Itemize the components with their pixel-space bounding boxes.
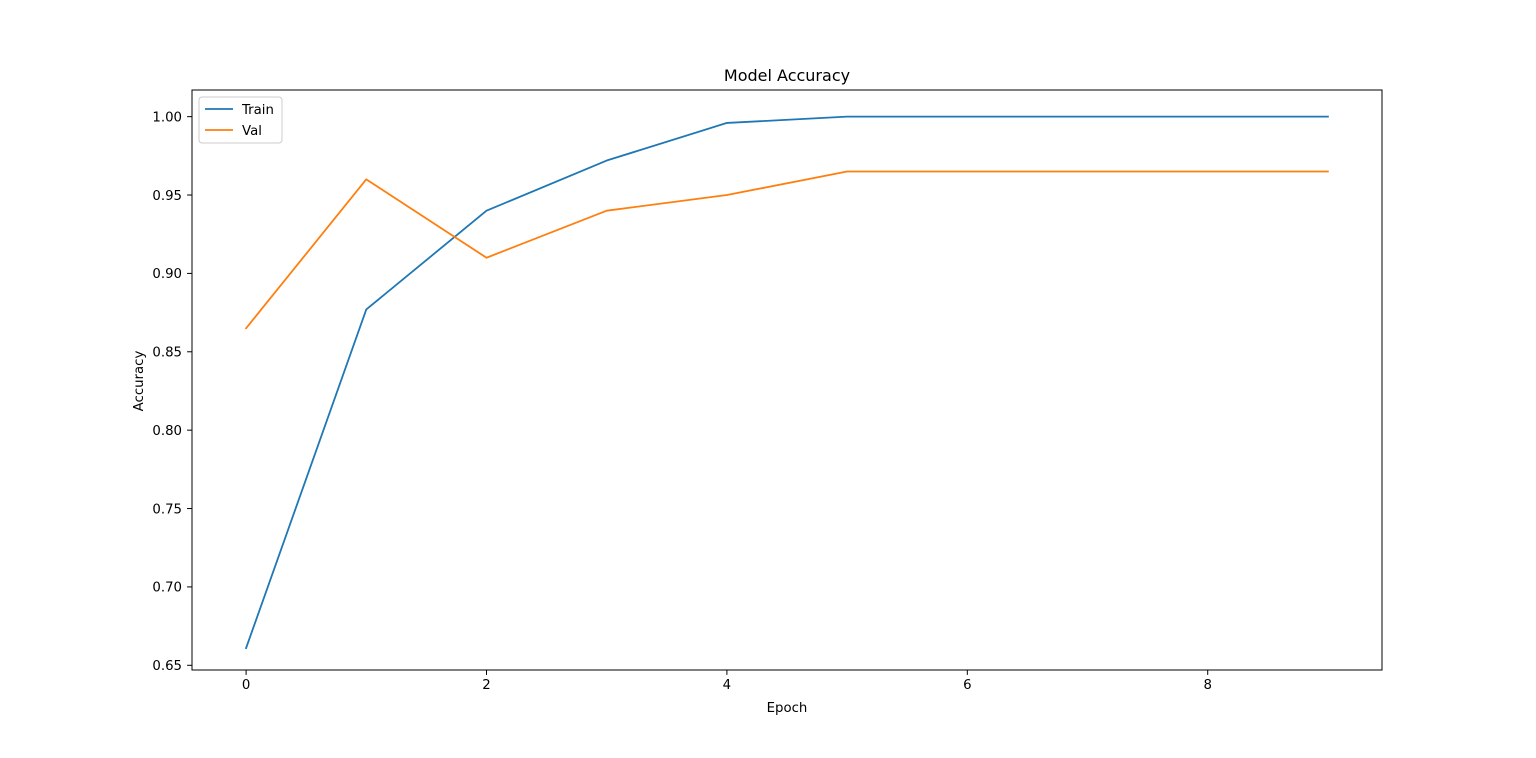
chart-title: Model Accuracy: [724, 66, 850, 85]
y-tick-label: 0.95: [152, 189, 182, 204]
x-tick-label: 0: [242, 678, 250, 693]
y-tick-label: 0.90: [152, 267, 182, 282]
x-tick-label: 8: [1203, 678, 1211, 693]
legend-label-val: Val: [242, 124, 262, 139]
series-line-train: [244, 115, 1329, 650]
axes-frame: [191, 89, 1383, 671]
y-tick-label: 1.00: [152, 110, 182, 125]
series-line-val: [244, 170, 1329, 330]
y-tick-label: 0.65: [152, 659, 182, 674]
y-axis-ticks: 0.65 0.70 0.75 0.80 0.85 0.90 0.95 1.00: [152, 110, 192, 674]
y-tick-label: 0.85: [152, 346, 182, 361]
x-axis-label: Epoch: [767, 701, 808, 716]
x-axis-ticks: 0 2 4 6 8: [242, 670, 1212, 693]
x-tick-label: 4: [723, 678, 731, 693]
x-tick-label: 2: [482, 678, 490, 693]
y-tick-label: 0.80: [152, 424, 182, 439]
series-lines: [244, 115, 1329, 650]
y-tick-label: 0.70: [152, 581, 182, 596]
y-axis-label: Accuracy: [132, 351, 147, 412]
x-tick-label: 6: [963, 678, 971, 693]
legend-label-train: Train: [241, 103, 274, 118]
legend: Train Val: [198, 96, 283, 144]
y-tick-label: 0.75: [152, 502, 182, 517]
